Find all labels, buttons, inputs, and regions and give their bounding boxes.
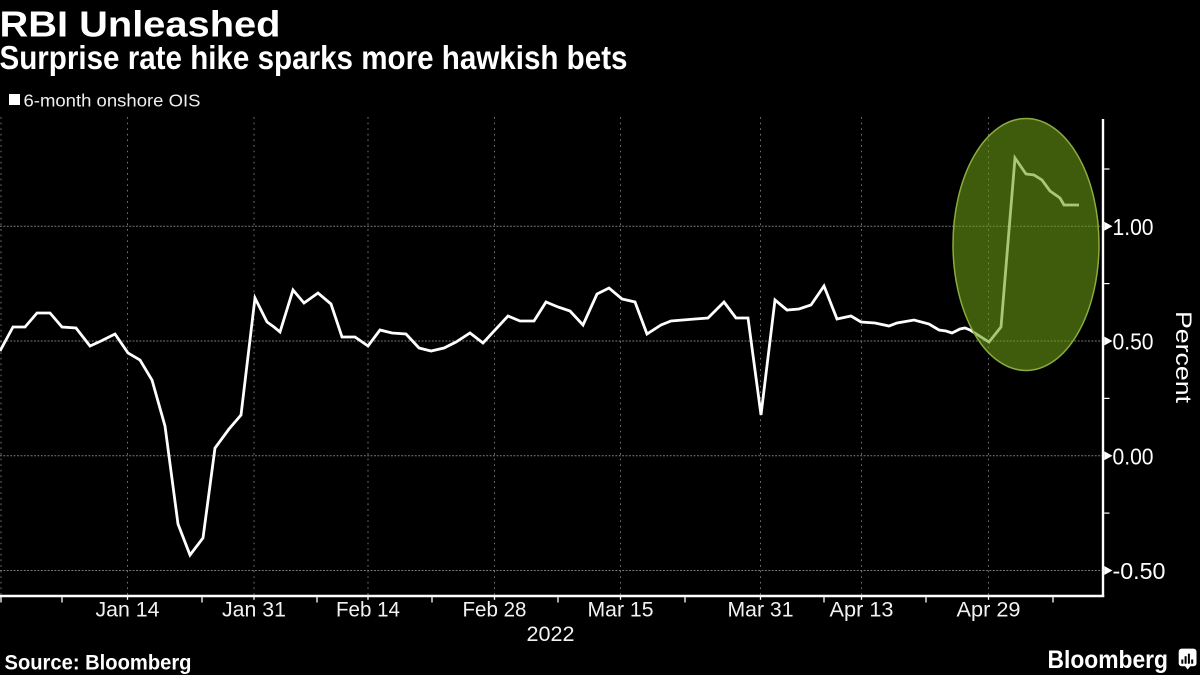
svg-text:Jan 14: Jan 14 (96, 599, 160, 622)
svg-text:Feb 28: Feb 28 (463, 599, 527, 622)
svg-text:Surprise rate hike sparks more: Surprise rate hike sparks more hawkish b… (0, 40, 628, 77)
svg-text:Mar 15: Mar 15 (588, 599, 654, 622)
svg-text:2022: 2022 (527, 623, 575, 646)
svg-text:Mar 31: Mar 31 (728, 599, 794, 622)
svg-text:RBI Unleashed: RBI Unleashed (0, 4, 281, 45)
svg-text:6-month onshore OIS: 6-month onshore OIS (24, 91, 201, 110)
svg-text:Bloomberg: Bloomberg (1048, 646, 1169, 674)
svg-text:Feb 14: Feb 14 (336, 599, 400, 622)
svg-text:Apr 29: Apr 29 (957, 599, 1021, 622)
svg-text:Jan 31: Jan 31 (222, 599, 286, 622)
svg-text:Source: Bloomberg: Source: Bloomberg (5, 651, 192, 674)
svg-text:0.00: 0.00 (1113, 443, 1154, 469)
svg-text:Percent: Percent (1171, 311, 1196, 404)
svg-text:-0.50: -0.50 (1113, 558, 1166, 584)
svg-text:1.00: 1.00 (1113, 214, 1154, 240)
svg-text:Apr 13: Apr 13 (830, 599, 894, 622)
svg-text:0.50: 0.50 (1113, 329, 1154, 355)
